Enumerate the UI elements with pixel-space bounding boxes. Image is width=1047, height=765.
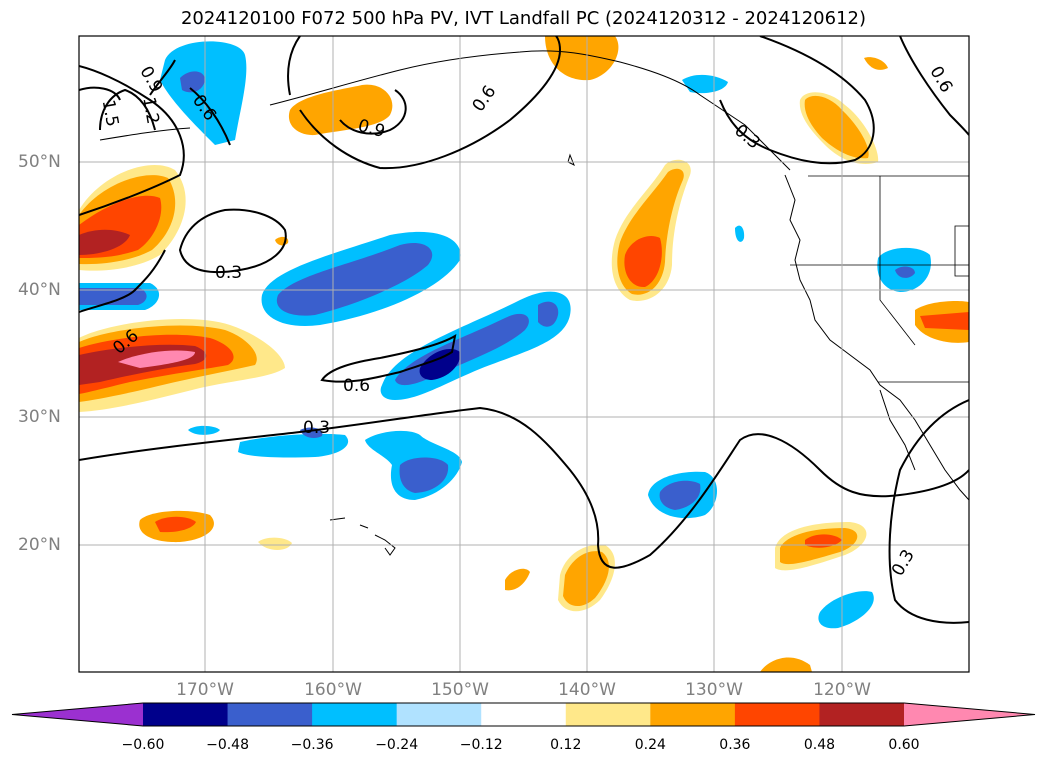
political-borders bbox=[790, 175, 969, 383]
colorbar bbox=[11, 702, 1036, 727]
colorbar-segment bbox=[143, 703, 229, 726]
colorbar-tick-label: −0.36 bbox=[290, 737, 334, 753]
colorbar-segment bbox=[650, 703, 736, 726]
colorbar-segment bbox=[481, 703, 567, 726]
colorbar-tick-label: 0.24 bbox=[634, 737, 666, 753]
colorbar-tick-label: −0.12 bbox=[459, 737, 503, 753]
lon-label-160w: 160°W bbox=[304, 680, 362, 700]
lon-label-140w: 140°W bbox=[558, 680, 616, 700]
colorbar-tick-label: 0.48 bbox=[803, 737, 836, 753]
contour-label: 1.2 bbox=[138, 96, 162, 126]
lon-label-170w: 170°W bbox=[176, 680, 234, 700]
colorbar-outline bbox=[11, 702, 1036, 727]
colorbar-segment bbox=[227, 703, 313, 726]
colorbar-segment bbox=[819, 703, 905, 726]
colorbar-tick-label: 0.12 bbox=[550, 737, 582, 753]
colorbar-segment bbox=[565, 703, 651, 726]
positive-anomaly-shading bbox=[79, 36, 969, 672]
map-title: 2024120100 F072 500 hPa PV, IVT Landfall… bbox=[180, 8, 867, 29]
negative-anomaly-shading bbox=[79, 41, 931, 629]
lon-label-120w: 120°W bbox=[813, 680, 871, 700]
map-plot-area: 0.9 1.2 1.5 0.6 0.9 0.6 0.3 0.6 0.6 0.3 … bbox=[79, 36, 969, 672]
colorbar-tick-label: −0.60 bbox=[121, 737, 165, 753]
colorbar-tick-label: 0.60 bbox=[888, 737, 920, 753]
lon-label-130w: 130°W bbox=[685, 680, 743, 700]
ivt-contours bbox=[79, 36, 969, 624]
lat-label-50n: 50°N bbox=[18, 152, 61, 172]
coastlines bbox=[99, 50, 969, 556]
lat-label-40n: 40°N bbox=[18, 280, 61, 300]
colorbar-tick-label: 0.36 bbox=[719, 737, 751, 753]
contour-label: 1.5 bbox=[98, 98, 122, 128]
colorbar-segment bbox=[734, 703, 820, 726]
lat-label-30n: 30°N bbox=[18, 407, 61, 427]
colorbar-segment bbox=[396, 703, 482, 726]
colorbar-extend-high bbox=[904, 703, 1035, 726]
contour-label: 0.3 bbox=[215, 263, 242, 283]
colorbar-segment bbox=[312, 703, 398, 726]
lat-label-20n: 20°N bbox=[18, 535, 61, 555]
contour-label: 0.6 bbox=[343, 376, 370, 396]
lon-label-150w: 150°W bbox=[431, 680, 489, 700]
colorbar-tick-label: −0.24 bbox=[375, 737, 419, 753]
colorbar-extend-low bbox=[12, 703, 143, 726]
contour-label: 0.3 bbox=[303, 418, 330, 438]
colorbar-tick-label: −0.48 bbox=[206, 737, 249, 753]
map-border bbox=[78, 35, 970, 673]
